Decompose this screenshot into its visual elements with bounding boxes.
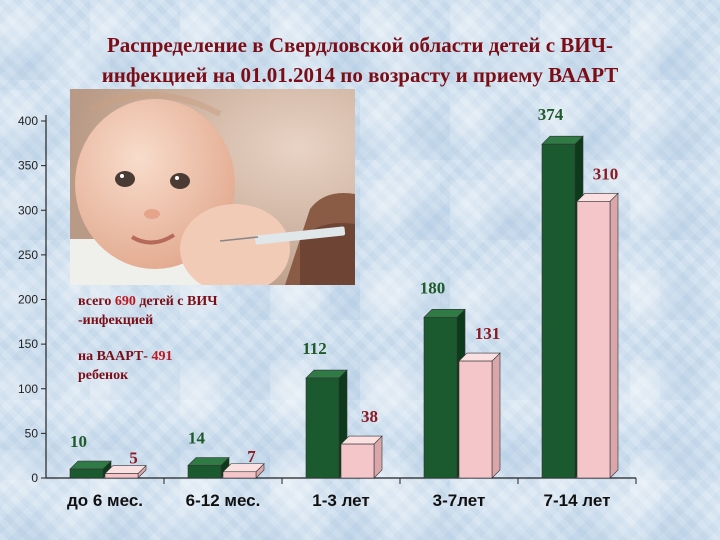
bar-value-label: 180 <box>420 278 446 297</box>
bar-haart <box>458 360 493 479</box>
haart-line-2: ребенок <box>78 368 129 383</box>
bar-value-label: 38 <box>361 407 378 426</box>
bar-total <box>423 317 458 479</box>
bar-haart <box>576 201 611 479</box>
y-tick-label: 300 <box>18 203 38 217</box>
total-line-1: всего 690 детей с ВИЧ <box>78 292 218 311</box>
title-line-2: инфекцией на 01.01.2014 по возрасту и пр… <box>101 63 619 87</box>
bar-total <box>69 468 104 479</box>
total-value: 690 <box>114 294 136 309</box>
chart-title: Распределение в Свердловской области дет… <box>0 30 720 90</box>
bar-haart <box>340 443 375 479</box>
x-category-label: 6-12 мес. <box>186 491 261 510</box>
bar-side <box>491 352 501 479</box>
haart-line-1: на ВААРТ- 491 <box>78 347 172 366</box>
bar-value-label: 14 <box>188 429 206 448</box>
bar-total <box>541 143 576 479</box>
x-category-label: 3-7лет <box>433 491 486 510</box>
bar-value-label: 374 <box>538 105 564 124</box>
y-tick-label: 250 <box>18 248 38 262</box>
total-prefix: всего <box>78 294 115 309</box>
total-line-2: -инфекцией <box>78 313 154 328</box>
bar-value-label: 112 <box>302 339 327 358</box>
y-tick-label: 150 <box>18 337 38 351</box>
x-category-label: 1-3 лет <box>312 491 369 510</box>
x-category-label: 7-14 лет <box>544 491 611 510</box>
bar-haart <box>222 471 257 479</box>
title-line-1: Распределение в Свердловской области дет… <box>106 33 614 57</box>
y-tick-label: 50 <box>25 426 39 440</box>
bar-value-label: 7 <box>247 447 256 466</box>
bar-haart <box>104 473 139 479</box>
bar-value-label: 5 <box>129 449 138 468</box>
bar-value-label: 10 <box>70 432 87 451</box>
bar-side <box>609 192 619 479</box>
bar-total <box>305 377 340 479</box>
y-tick-label: 350 <box>18 159 38 173</box>
haart-prefix: на ВААРТ- <box>78 349 152 364</box>
y-tick-label: 400 <box>18 114 38 128</box>
bar-value-label: 131 <box>475 324 501 343</box>
total-annotation: всего 690 детей с ВИЧ -инфекцией <box>78 292 218 330</box>
bar-total <box>187 465 222 479</box>
haart-value: 491 <box>151 349 173 364</box>
bar-value-label: 310 <box>593 164 619 183</box>
haart-annotation: на ВААРТ- 491 ребенок <box>78 347 172 385</box>
x-category-label: до 6 мес. <box>67 491 143 510</box>
baby-injection-photo <box>70 89 355 285</box>
y-tick-label: 200 <box>18 293 38 307</box>
total-suffix: детей с ВИЧ <box>135 294 218 309</box>
y-tick-label: 0 <box>31 471 38 485</box>
y-tick-label: 100 <box>18 382 38 396</box>
